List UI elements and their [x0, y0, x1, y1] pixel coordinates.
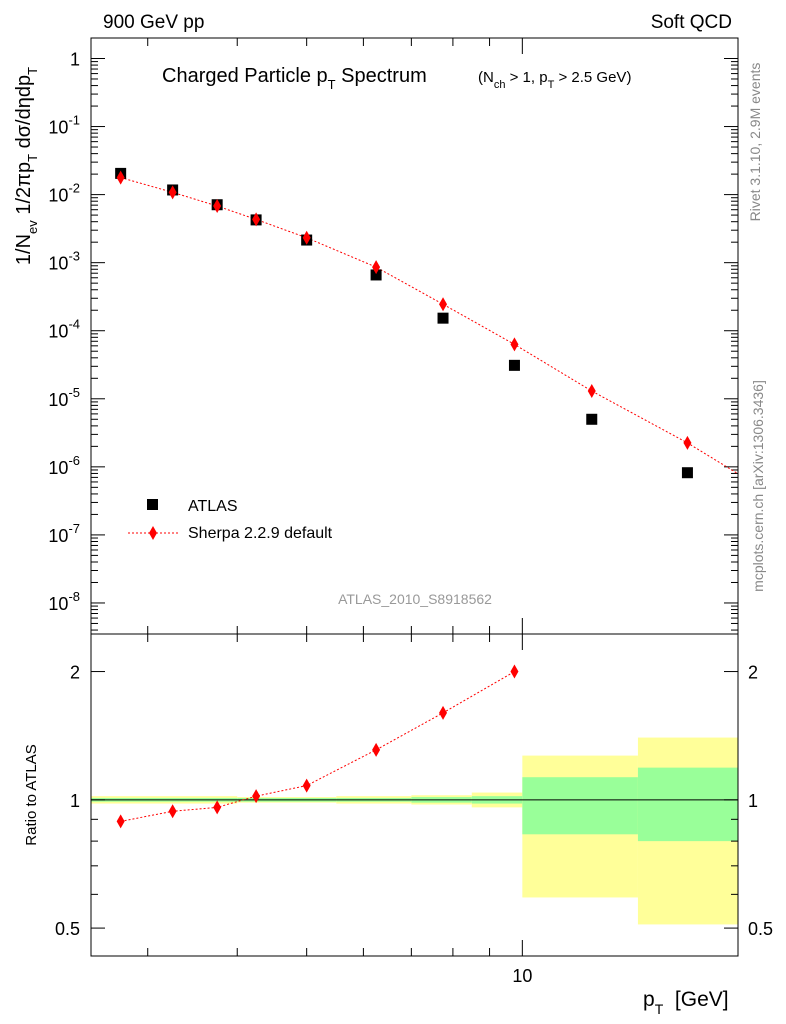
ratio-panel-data	[116, 664, 519, 829]
main-panel-data	[115, 167, 738, 479]
sherpa-point	[683, 435, 692, 450]
sherpa-point	[510, 337, 519, 352]
ratio-uncertainty-bands	[91, 737, 738, 925]
y-tick-label: 10-1	[48, 113, 80, 138]
ratio-y-tick-label: 0.5	[55, 919, 80, 939]
legend-sherpa-marker	[149, 526, 157, 540]
header-right: Soft QCD	[651, 12, 732, 33]
sherpa-point	[372, 260, 381, 275]
sherpa-point	[168, 185, 177, 200]
main-y-axis-label: 1/Nev 1/2πpT dσ/dηdpT	[13, 67, 40, 265]
sherpa-ratio-point	[213, 800, 222, 815]
sherpa-point	[213, 199, 222, 214]
x-tick-label: 10	[512, 966, 532, 986]
sherpa-ratio-point	[252, 789, 261, 804]
plot-subtitle: (Nch > 1, pT > 2.5 GeV)	[478, 69, 631, 91]
sherpa-point	[302, 230, 311, 245]
y-tick-label: 10-4	[48, 317, 80, 342]
atlas-point	[681, 467, 693, 479]
atlas-point	[370, 269, 382, 281]
ratio-frame	[90, 633, 739, 957]
atlas-point	[508, 359, 520, 371]
analysis-watermark: ATLAS_2010_S8918562	[338, 591, 492, 607]
ratio-y-tick-label-right: 0.5	[748, 919, 773, 939]
band-inner	[522, 777, 638, 835]
sherpa-line	[120, 177, 738, 475]
ratio-y-tick-label-right: 2	[748, 663, 758, 683]
ratio-y-axis-label: Ratio to ATLAS	[23, 744, 40, 845]
sherpa-point	[587, 384, 596, 399]
rivet-label: Rivet 3.1.10, 2.9M events	[747, 63, 763, 222]
plot-title: Charged Particle pT Spectrum	[162, 65, 427, 92]
y-tick-label: 10-7	[48, 521, 80, 546]
legend: ATLAS Sherpa 2.2.9 default	[128, 498, 333, 542]
ratio-y-tick-label-right: 1	[748, 791, 758, 811]
y-tick-label: 1	[70, 49, 80, 69]
sherpa-ratio-point	[510, 664, 519, 679]
sherpa-point	[252, 212, 261, 227]
sherpa-ratio-point	[168, 804, 177, 819]
y-tick-label: 10-5	[48, 385, 80, 410]
ratio-y-tick-label: 1	[70, 791, 80, 811]
header-left: 900 GeV pp	[103, 12, 204, 33]
atlas-point	[437, 312, 449, 324]
sherpa-ratio-point	[439, 705, 448, 720]
legend-atlas-marker	[147, 499, 158, 510]
main-frame	[90, 37, 739, 635]
x-axis-label: pT [GeV]	[643, 988, 729, 1017]
y-tick-label: 10-3	[48, 249, 80, 274]
y-tick-label: 10-6	[48, 453, 80, 478]
ratio-y-tick-label: 2	[70, 663, 80, 683]
ratio-panel-axes: 0.5 0.5 1 1 2 2 10	[55, 633, 773, 986]
sherpa-ratio-point	[372, 742, 381, 757]
main-panel-axes: 1 10-1 10-2 10-3 10-4 10-5 10-6 10-7 10-8	[48, 37, 739, 635]
legend-sherpa-label: Sherpa 2.2.9 default	[188, 525, 333, 542]
atlas-point	[586, 413, 598, 425]
band-inner	[637, 767, 738, 842]
mcplots-label: mcplots.cern.ch [arXiv:1306.3436]	[750, 380, 766, 592]
sherpa-point	[439, 297, 448, 312]
y-tick-label: 10-8	[48, 589, 80, 614]
sherpa-ratio-point	[116, 814, 125, 829]
sherpa-point	[116, 170, 125, 185]
legend-atlas-label: ATLAS	[188, 498, 238, 515]
y-tick-label: 10-2	[48, 181, 80, 206]
sherpa-ratio-line	[120, 671, 515, 822]
sherpa-ratio-point	[302, 778, 311, 793]
